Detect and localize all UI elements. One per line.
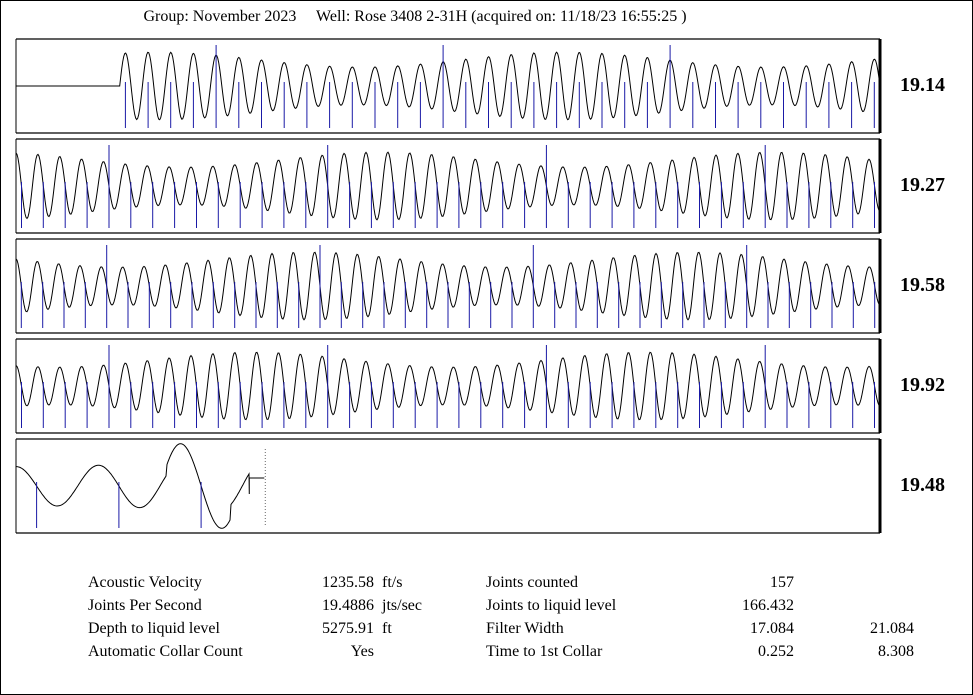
stat-value-time-to-first-collar: 0.252 [758,643,794,660]
stat-unit-depth-to-liquid-level: ft [382,620,392,637]
trace-value-label: 19.14 [900,74,945,96]
stat-extra-filter-width: 21.084 [870,620,914,637]
stat-label-joints-counted: Joints counted [486,574,578,591]
trace-panel [15,338,882,434]
trace-panel [15,38,882,134]
stat-label-filter-width: Filter Width [486,620,564,637]
trace-value-label: 19.58 [900,274,945,296]
stat-label-joints-to-liquid-level: Joints to liquid level [486,597,617,614]
trace-value-label: 19.92 [900,374,945,396]
trace-value-label: 19.27 [900,174,945,196]
stat-value-acoustic-velocity: 1235.58 [322,574,374,591]
stat-extra-time-to-first-collar: 8.308 [878,643,914,660]
stat-unit-joints-per-second: jts/sec [382,597,422,614]
stat-value-joints-to-liquid-level: 166.432 [742,597,794,614]
trace-waveform [15,351,881,421]
trace-panel [15,138,882,234]
stat-value-joints-per-second: 19.4886 [322,597,374,614]
trace-panel [15,238,882,334]
stat-label-acoustic-velocity: Acoustic Velocity [88,574,202,591]
trace-waveform [16,443,265,529]
stat-value-filter-width: 17.084 [750,620,794,637]
stat-value-joints-counted: 157 [770,574,794,591]
stat-value-automatic-collar-count: Yes [350,643,374,660]
stat-label-joints-per-second: Joints Per Second [88,597,202,614]
stat-label-automatic-collar-count: Automatic Collar Count [88,643,243,660]
stat-value-depth-to-liquid-level: 5275.91 [322,620,374,637]
stat-label-depth-to-liquid-level: Depth to liquid level [88,620,220,637]
page-header: Group: November 2023 Well: Rose 3408 2-3… [0,8,830,26]
acoustic-trace-chart [15,38,882,534]
group-label: Group: November 2023 [143,8,297,25]
trace-waveform [16,51,881,121]
trace-value-label: 19.48 [900,474,945,496]
trace-panel [15,438,882,534]
well-label: Well: Rose 3408 2-31H (acquired on: 11/1… [316,8,687,25]
stat-unit-acoustic-velocity: ft/s [382,574,403,591]
stat-label-time-to-first-collar: Time to 1st Collar [486,643,603,660]
trace-waveform [15,151,881,221]
